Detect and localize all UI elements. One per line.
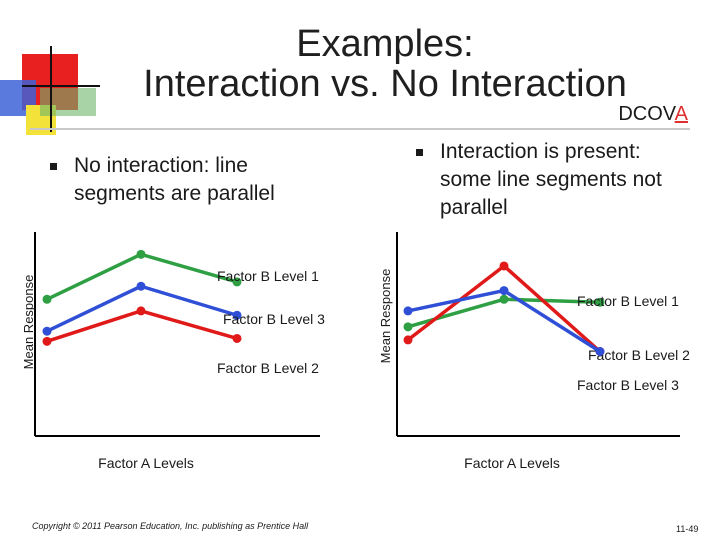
title-divider <box>30 128 690 130</box>
series-label: Factor B Level 1 <box>577 293 679 309</box>
bullet-no-interaction-text: No interaction: line segments are parall… <box>74 154 275 205</box>
page-number: 11-49 <box>676 524 699 534</box>
bullet-interaction-text: Interaction is present: some line segmen… <box>440 140 662 219</box>
series-label: Factor B Level 3 <box>223 311 325 327</box>
dcova-tag: DCOVA <box>618 103 688 126</box>
data-point <box>595 297 605 307</box>
data-point <box>136 306 146 316</box>
data-point <box>232 333 242 343</box>
bullet-square-icon <box>416 149 423 156</box>
tag-prefix: DCOV <box>618 103 675 125</box>
data-point <box>499 286 509 296</box>
series-label: Factor B Level 1 <box>217 268 319 284</box>
series-label: Factor B Level 2 <box>217 360 319 376</box>
data-point <box>42 294 52 304</box>
tag-accent: A <box>674 103 688 125</box>
decor-vertical-line <box>50 46 52 132</box>
data-point <box>403 322 413 332</box>
y-axis-label: Mean Response <box>21 275 36 370</box>
x-axis-label: Factor A Levels <box>464 455 560 471</box>
bullet-square-icon <box>50 163 57 170</box>
decor-square-green <box>40 88 96 116</box>
chart-interaction: Mean Response Factor A Levels Factor B Lev… <box>378 232 690 471</box>
slide-title: Examples: Interaction vs. No Interaction <box>100 24 670 104</box>
data-point <box>232 277 242 287</box>
series-label: Factor B Level 2 <box>588 347 690 363</box>
series-label: Factor B Level 3 <box>577 377 679 393</box>
decor-horizontal-line <box>22 85 100 87</box>
title-line-1: Examples: <box>296 23 474 65</box>
series-line <box>406 264 602 353</box>
bullet-interaction: Interaction is present: some line segmen… <box>416 138 680 222</box>
bullet-no-interaction: No interaction: line segments are parall… <box>50 152 324 208</box>
data-point <box>136 281 146 291</box>
data-point <box>42 336 52 346</box>
data-point <box>499 261 509 271</box>
y-axis-label: Mean Response <box>378 269 393 364</box>
data-point <box>403 335 413 345</box>
chart-no-interaction: Mean Response Factor A Levels Factor B Lev… <box>21 232 325 471</box>
copyright-footer: Copyright © 2011 Pearson Education, Inc.… <box>32 521 309 531</box>
data-point <box>403 306 413 316</box>
data-point <box>595 347 605 356</box>
data-point <box>136 249 146 259</box>
data-point <box>499 294 509 304</box>
data-point <box>232 310 242 320</box>
series-line <box>46 309 238 344</box>
series-line <box>46 252 238 301</box>
x-axis-label: Factor A Levels <box>98 455 194 471</box>
title-line-2: Interaction vs. No Interaction <box>143 63 627 105</box>
data-point <box>42 326 52 336</box>
